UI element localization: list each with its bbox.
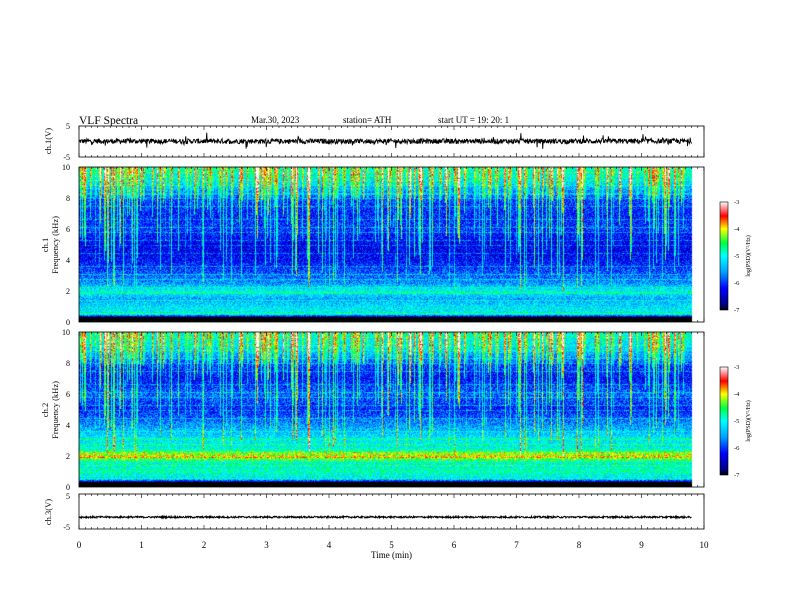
station-label: station= ATH — [343, 115, 392, 125]
ch2-colorbar-bar — [719, 366, 729, 476]
ch1-freq-tick-8: 8 — [66, 194, 70, 203]
x-tick-0: 0 — [77, 540, 82, 550]
date-label: Mar.30, 2023 — [251, 115, 300, 125]
ch1-ytick-top: 5 — [66, 122, 70, 131]
ch1-freq-tick-0: 0 — [66, 318, 70, 327]
ch2-colorbar-label: log(PSD)(V²/Hz) — [745, 400, 752, 441]
x-tick-2: 2 — [202, 540, 207, 550]
ch2-freq-tick-6: 6 — [66, 390, 70, 399]
x-tick-8: 8 — [577, 540, 582, 550]
ch2-cb-tick-m6: -6 — [734, 445, 740, 452]
ch2-freq-tick-2: 2 — [66, 452, 70, 461]
ch2-spectrogram-panel: 0 2 4 6 8 10 ch.2 Frequency (kHz) — [40, 328, 705, 492]
ch1-colorbar: -3 -4 -5 -6 -7 log(PSD)(V²/Hz) — [719, 199, 752, 314]
ch1-ytick-bottom: -5 — [63, 153, 70, 162]
ch1-cb-tick-m3: -3 — [734, 199, 739, 206]
ch1-spectrogram-channel-label: ch.1 — [40, 238, 50, 252]
x-tick-5: 5 — [389, 540, 394, 550]
x-tick-7: 7 — [514, 540, 519, 550]
ch3-waveform-frame — [78, 493, 705, 530]
x-tick-9: 9 — [639, 540, 644, 550]
ch2-spectrogram-ylabel: Frequency (kHz) — [50, 381, 60, 439]
ch2-colorbar: -3 -4 -5 -6 -7 log(PSD)(V²/Hz) — [719, 364, 752, 479]
ch3-waveform-line — [78, 514, 692, 520]
ch2-freq-tick-0: 0 — [66, 483, 70, 492]
x-tick-4: 4 — [327, 540, 332, 550]
ch1-freq-tick-6: 6 — [66, 225, 70, 234]
ch1-spectrogram-yticks: 0 2 4 6 8 10 — [62, 163, 70, 327]
figure-title: VLF Spectra — [79, 115, 138, 127]
ch1-cb-tick-m7: -7 — [734, 307, 740, 314]
x-tick-6: 6 — [452, 540, 457, 550]
x-tick-3: 3 — [264, 540, 269, 550]
ch2-freq-tick-8: 8 — [66, 359, 70, 368]
ch1-waveform-ylabel: ch.1(V) — [43, 128, 53, 154]
ch1-spectrogram-ylabel: Frequency (kHz) — [50, 216, 60, 274]
x-tick-10: 10 — [700, 540, 710, 550]
ch3-ytick-top: 5 — [66, 492, 70, 501]
ch2-freq-tick-10: 10 — [62, 328, 70, 337]
ch3-waveform-ylabel: ch.3(V) — [43, 499, 53, 525]
ch1-colorbar-bar — [719, 201, 729, 311]
ch1-freq-tick-4: 4 — [66, 256, 70, 265]
ch2-spectrogram-channel-label: ch.2 — [40, 403, 50, 417]
ch1-waveform-line — [78, 132, 692, 149]
ch1-cb-tick-m4: -4 — [734, 226, 740, 233]
ch2-freq-tick-4: 4 — [66, 421, 70, 430]
ch1-waveform-panel: 5 -5 ch.1(V) — [43, 122, 705, 162]
start-time-label: start UT = 19: 20: 1 — [438, 115, 509, 125]
ch1-cb-tick-m5: -5 — [734, 253, 739, 260]
ch2-cb-tick-m7: -7 — [734, 472, 740, 479]
x-axis-label: Time (min) — [371, 550, 412, 560]
x-tick-1: 1 — [139, 540, 144, 550]
ch3-ytick-bottom: -5 — [63, 523, 70, 532]
ch1-freq-tick-2: 2 — [66, 287, 70, 296]
ch1-cb-tick-m6: -6 — [734, 280, 740, 287]
ch2-cb-tick-m3: -3 — [734, 364, 739, 371]
ch1-colorbar-label: log(PSD)(V²/Hz) — [745, 235, 752, 276]
ch2-spectrogram-image — [79, 332, 704, 487]
x-axis-ticks — [78, 126, 705, 529]
ch2-cb-tick-m4: -4 — [734, 391, 740, 398]
ch2-cb-tick-m5: -5 — [734, 418, 739, 425]
x-axis: 0 1 2 3 4 5 6 7 8 9 10 Time (min) — [77, 540, 709, 560]
ch1-spectrogram-panel: 0 2 4 6 8 10 ch.1 Frequency (kHz) — [40, 163, 705, 327]
ch1-spectrogram-image — [79, 167, 704, 322]
ch1-freq-tick-10: 10 — [62, 163, 70, 172]
ch3-waveform-panel: 5 -5 ch.3(V) — [43, 492, 705, 532]
